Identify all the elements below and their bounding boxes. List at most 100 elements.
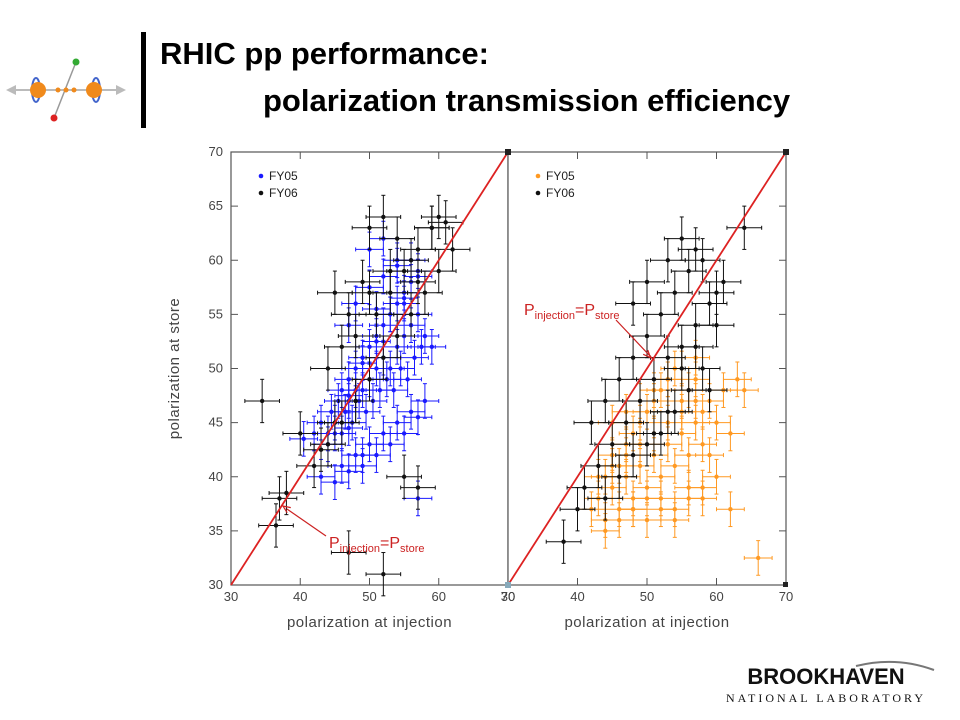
left-legend-marker xyxy=(258,173,264,179)
data-marker xyxy=(756,555,761,561)
data-marker xyxy=(610,442,615,447)
slide-title-line1: RHIC pp performance: xyxy=(160,36,489,71)
left-y-tick-label: 65 xyxy=(209,198,223,213)
data-marker xyxy=(374,312,379,317)
left-fy06-point xyxy=(351,205,388,250)
left-fy05-point xyxy=(410,383,440,419)
data-marker xyxy=(381,571,386,577)
annotation-text-part: =P xyxy=(575,302,595,319)
left-fy06-point xyxy=(337,313,374,359)
data-marker xyxy=(391,387,396,393)
left-fy06-point xyxy=(420,194,457,240)
data-marker xyxy=(707,452,712,458)
left-fy06-point xyxy=(379,313,416,359)
data-marker xyxy=(415,247,421,252)
right-fy06-point xyxy=(608,400,645,445)
right-fy06-point xyxy=(698,270,735,315)
data-marker xyxy=(665,442,671,447)
data-marker xyxy=(603,398,608,404)
left-fy06-point xyxy=(365,335,402,380)
right-fy06-point xyxy=(649,238,686,283)
logo-arrow-right xyxy=(116,85,126,95)
left-fy06-point xyxy=(303,427,339,472)
panel-corner-marker xyxy=(505,149,511,155)
left-fy06-point xyxy=(268,470,305,516)
left-legend-label: FY05 xyxy=(269,169,298,183)
data-marker xyxy=(665,409,671,414)
right-x-tick-label: 50 xyxy=(640,589,654,604)
left-fy05-point xyxy=(403,399,433,436)
left-annotation-arrowhead xyxy=(281,505,291,514)
data-marker xyxy=(728,507,733,512)
data-marker xyxy=(700,366,705,371)
left-y-tick-label: 40 xyxy=(209,469,223,484)
data-marker xyxy=(575,507,580,512)
data-marker xyxy=(658,312,664,317)
right-legend-label: FY06 xyxy=(546,186,575,200)
data-marker xyxy=(353,398,358,404)
right-legend-label: FY05 xyxy=(546,169,575,183)
right-fy05-point xyxy=(688,426,717,463)
data-marker xyxy=(707,387,712,393)
left-y-tick-label: 45 xyxy=(209,415,223,430)
left-x-tick-label: 70 xyxy=(501,589,515,604)
polarization-figure: 30 40 50 60 70303540455055606570polarization… xyxy=(166,144,793,631)
right-fy06-point xyxy=(573,400,610,445)
left-fy06-point xyxy=(296,443,332,489)
data-marker xyxy=(332,290,338,295)
brookhaven-logo: BROOKHAVEN NATIONAL LABORATORY xyxy=(726,660,935,705)
left-fy05-point xyxy=(417,329,447,365)
data-marker xyxy=(672,507,677,512)
data-marker xyxy=(311,463,317,469)
data-marker xyxy=(436,214,441,220)
left-fy06-point xyxy=(317,270,353,315)
data-marker xyxy=(318,447,324,452)
right-fy05-point xyxy=(702,458,731,495)
data-marker xyxy=(401,431,407,436)
data-marker xyxy=(343,409,348,414)
data-marker xyxy=(346,312,351,317)
data-marker xyxy=(367,344,372,350)
left-x-tick-label: 50 xyxy=(362,589,376,604)
data-marker xyxy=(623,420,629,425)
data-marker xyxy=(415,485,421,490)
left-fy05-point xyxy=(334,453,364,490)
annotation-text-part: =P xyxy=(380,535,400,552)
data-marker xyxy=(339,344,344,350)
left-fy06-point xyxy=(379,216,416,261)
right-fy06-point xyxy=(629,422,665,467)
left-fy05-point xyxy=(330,393,360,430)
logo-arrow-left xyxy=(6,85,16,95)
data-marker xyxy=(700,442,705,447)
data-marker xyxy=(693,420,698,425)
left-fy06-point xyxy=(344,259,381,305)
data-marker xyxy=(422,290,428,295)
data-marker xyxy=(259,398,265,404)
data-marker xyxy=(388,442,393,447)
left-fy05-point xyxy=(334,377,364,414)
data-marker xyxy=(693,377,698,382)
right-fy05-point xyxy=(688,480,717,517)
data-marker xyxy=(367,442,372,447)
data-marker xyxy=(672,463,677,469)
data-marker xyxy=(693,247,698,252)
data-marker xyxy=(617,517,622,523)
panel-corner-marker xyxy=(505,582,511,588)
right-fy06-point xyxy=(677,324,714,369)
left-fy06-point xyxy=(393,292,429,337)
data-marker xyxy=(298,431,303,436)
data-marker xyxy=(339,420,344,425)
annotation-text-part: P xyxy=(329,535,340,552)
left-fy05-point xyxy=(400,339,429,376)
data-marker xyxy=(742,225,747,230)
data-marker xyxy=(429,344,435,350)
right-fy05-point xyxy=(722,361,752,398)
data-marker xyxy=(679,431,684,436)
data-marker xyxy=(388,290,393,295)
data-marker xyxy=(693,344,698,350)
right-fy05-point xyxy=(660,491,690,528)
left-fy06-point xyxy=(365,552,402,597)
data-marker xyxy=(658,496,664,501)
left-x-tick-label: 40 xyxy=(293,589,307,604)
data-marker xyxy=(644,409,650,414)
